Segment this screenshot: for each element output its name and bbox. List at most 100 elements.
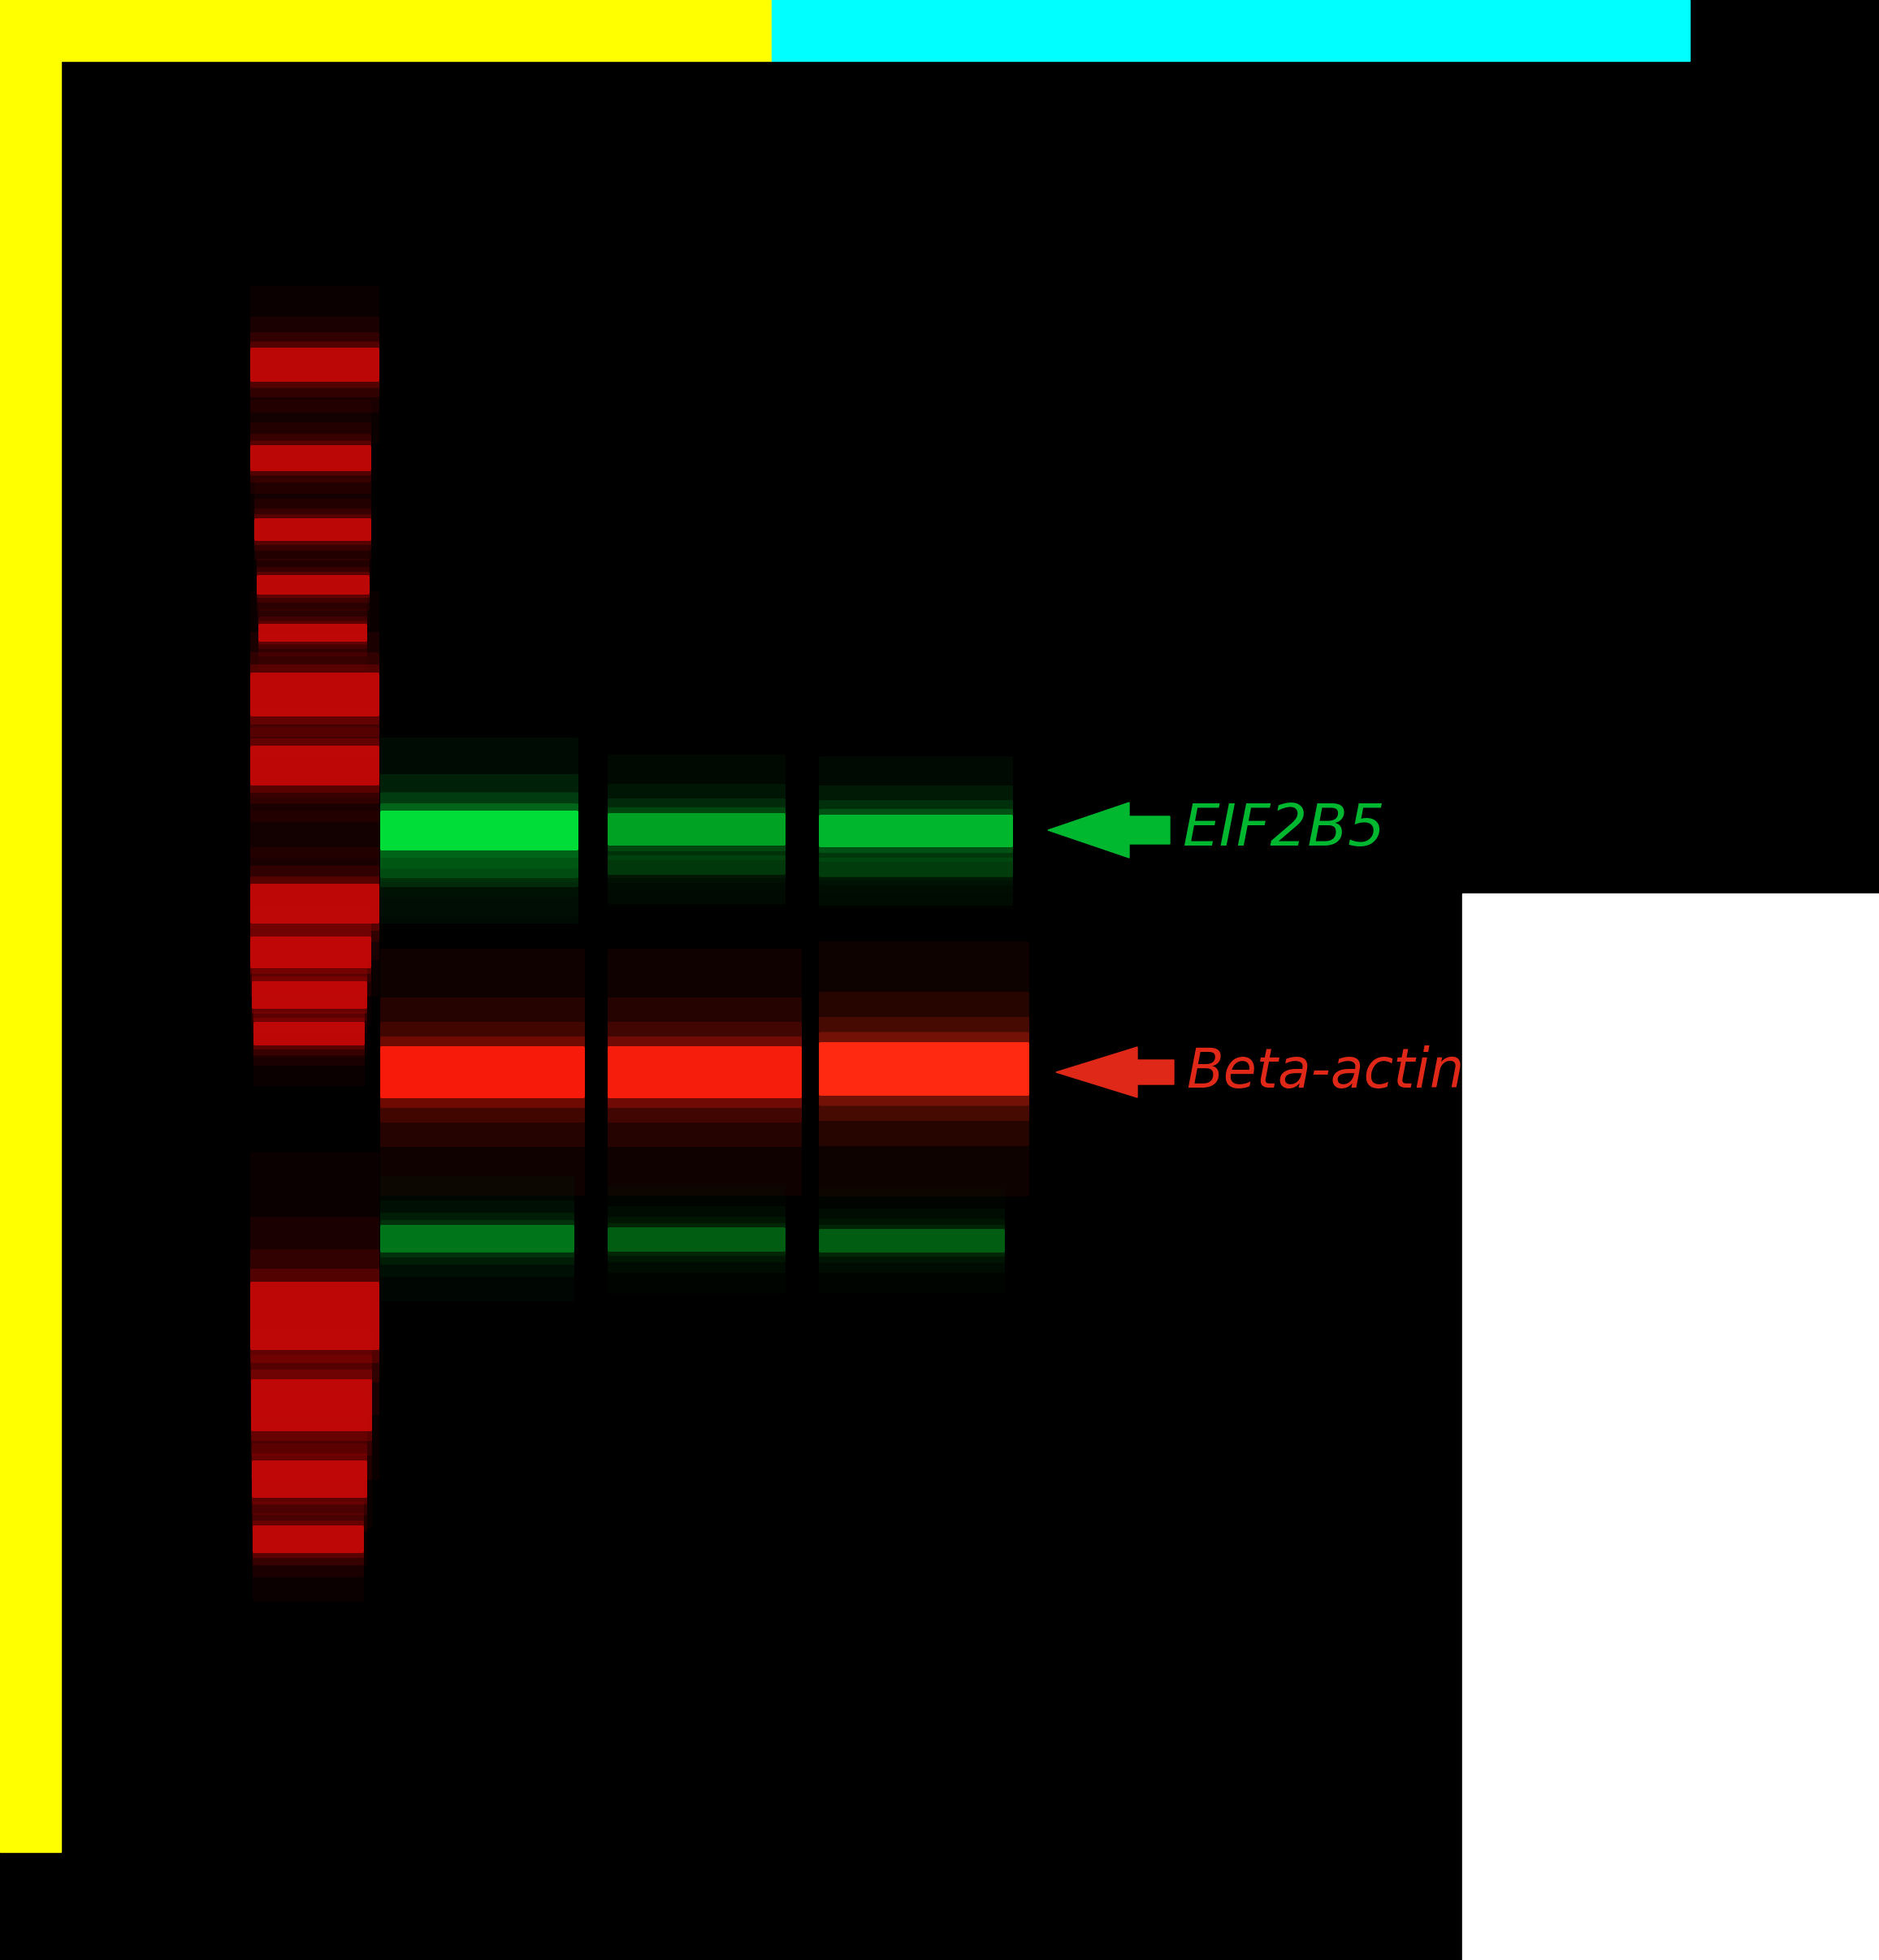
FancyBboxPatch shape xyxy=(254,1011,365,1056)
FancyBboxPatch shape xyxy=(250,347,380,382)
FancyBboxPatch shape xyxy=(380,804,579,858)
FancyBboxPatch shape xyxy=(250,884,380,923)
FancyArrow shape xyxy=(1056,1047,1174,1098)
FancyBboxPatch shape xyxy=(252,1513,365,1566)
FancyBboxPatch shape xyxy=(254,1021,365,1045)
FancyBboxPatch shape xyxy=(254,517,372,541)
FancyBboxPatch shape xyxy=(250,876,380,931)
FancyBboxPatch shape xyxy=(607,1217,785,1262)
FancyBboxPatch shape xyxy=(257,566,370,604)
FancyBboxPatch shape xyxy=(250,907,372,996)
FancyBboxPatch shape xyxy=(819,815,1013,847)
FancyBboxPatch shape xyxy=(607,1021,802,1123)
FancyBboxPatch shape xyxy=(257,621,366,645)
FancyBboxPatch shape xyxy=(250,1217,380,1415)
FancyBboxPatch shape xyxy=(607,784,785,874)
Bar xyxy=(772,0,1689,61)
FancyBboxPatch shape xyxy=(380,855,579,878)
Bar xyxy=(1462,894,1879,1960)
FancyBboxPatch shape xyxy=(254,1002,365,1066)
FancyBboxPatch shape xyxy=(250,739,380,792)
Bar xyxy=(0,0,60,1852)
FancyBboxPatch shape xyxy=(250,937,372,968)
FancyBboxPatch shape xyxy=(819,1219,1005,1262)
FancyBboxPatch shape xyxy=(252,976,366,1013)
FancyBboxPatch shape xyxy=(380,737,579,923)
FancyBboxPatch shape xyxy=(250,847,380,960)
FancyBboxPatch shape xyxy=(252,1525,365,1552)
FancyBboxPatch shape xyxy=(819,1043,1030,1096)
FancyBboxPatch shape xyxy=(607,1227,785,1252)
FancyBboxPatch shape xyxy=(819,1033,1030,1105)
FancyBboxPatch shape xyxy=(250,331,380,398)
FancyBboxPatch shape xyxy=(250,664,380,725)
FancyBboxPatch shape xyxy=(819,786,1013,876)
FancyBboxPatch shape xyxy=(257,574,370,594)
FancyBboxPatch shape xyxy=(250,441,372,476)
FancyBboxPatch shape xyxy=(819,849,1013,886)
FancyBboxPatch shape xyxy=(257,594,366,670)
FancyBboxPatch shape xyxy=(252,933,366,1058)
FancyBboxPatch shape xyxy=(380,1225,575,1252)
FancyBboxPatch shape xyxy=(250,672,380,717)
FancyBboxPatch shape xyxy=(607,808,785,851)
FancyBboxPatch shape xyxy=(252,982,366,1009)
FancyBboxPatch shape xyxy=(819,1229,1005,1252)
FancyBboxPatch shape xyxy=(252,1501,365,1578)
FancyBboxPatch shape xyxy=(252,1443,366,1515)
FancyBboxPatch shape xyxy=(254,1017,365,1049)
FancyBboxPatch shape xyxy=(819,757,1013,906)
FancyBboxPatch shape xyxy=(607,755,785,904)
FancyBboxPatch shape xyxy=(250,1282,380,1350)
FancyBboxPatch shape xyxy=(250,880,372,1025)
FancyBboxPatch shape xyxy=(250,653,380,737)
FancyBboxPatch shape xyxy=(250,1268,380,1362)
FancyBboxPatch shape xyxy=(819,1209,1005,1272)
FancyBboxPatch shape xyxy=(607,1047,802,1098)
FancyBboxPatch shape xyxy=(252,968,366,1021)
FancyBboxPatch shape xyxy=(252,1454,366,1505)
FancyBboxPatch shape xyxy=(252,956,366,1033)
FancyBboxPatch shape xyxy=(250,672,380,858)
FancyBboxPatch shape xyxy=(254,498,372,561)
FancyBboxPatch shape xyxy=(257,559,370,612)
FancyBboxPatch shape xyxy=(250,923,372,982)
FancyBboxPatch shape xyxy=(250,931,372,974)
FancyBboxPatch shape xyxy=(254,982,365,1086)
FancyBboxPatch shape xyxy=(607,853,785,878)
FancyBboxPatch shape xyxy=(607,949,802,1196)
Text: EIF2B5: EIF2B5 xyxy=(1182,802,1385,858)
FancyBboxPatch shape xyxy=(607,998,802,1147)
FancyBboxPatch shape xyxy=(252,1331,372,1480)
FancyBboxPatch shape xyxy=(250,1249,380,1382)
FancyBboxPatch shape xyxy=(250,445,372,470)
FancyBboxPatch shape xyxy=(250,631,380,757)
FancyBboxPatch shape xyxy=(250,727,380,804)
FancyBboxPatch shape xyxy=(250,745,380,786)
FancyBboxPatch shape xyxy=(252,1370,372,1441)
FancyBboxPatch shape xyxy=(254,508,372,551)
FancyBboxPatch shape xyxy=(250,710,380,821)
FancyBboxPatch shape xyxy=(607,798,785,860)
FancyBboxPatch shape xyxy=(380,1037,584,1107)
FancyBboxPatch shape xyxy=(607,813,785,845)
FancyBboxPatch shape xyxy=(380,792,579,868)
FancyBboxPatch shape xyxy=(252,1282,372,1529)
FancyBboxPatch shape xyxy=(252,1427,366,1533)
FancyBboxPatch shape xyxy=(819,1225,1005,1256)
FancyBboxPatch shape xyxy=(380,845,579,888)
FancyBboxPatch shape xyxy=(252,1460,366,1497)
FancyBboxPatch shape xyxy=(380,835,579,898)
FancyBboxPatch shape xyxy=(607,1205,785,1272)
FancyBboxPatch shape xyxy=(250,866,380,943)
FancyBboxPatch shape xyxy=(252,1354,372,1456)
FancyBboxPatch shape xyxy=(252,1521,365,1558)
FancyBboxPatch shape xyxy=(607,1037,802,1107)
FancyBboxPatch shape xyxy=(380,774,579,888)
FancyBboxPatch shape xyxy=(380,1021,584,1123)
FancyBboxPatch shape xyxy=(250,592,380,798)
FancyBboxPatch shape xyxy=(819,800,1013,862)
FancyBboxPatch shape xyxy=(250,341,380,388)
FancyBboxPatch shape xyxy=(250,286,380,443)
FancyBboxPatch shape xyxy=(250,421,372,494)
